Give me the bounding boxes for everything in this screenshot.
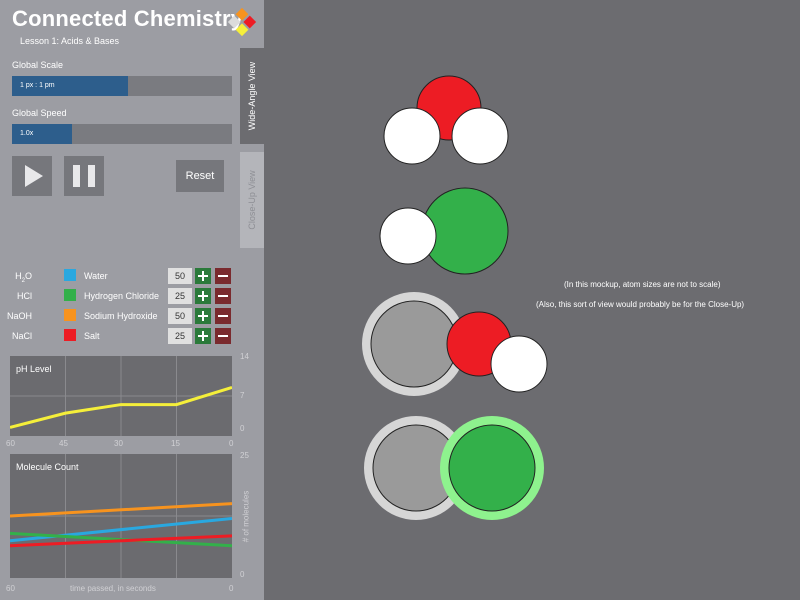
- water-count-field[interactable]: 50: [168, 268, 192, 284]
- mockup-note-2: (Also, this sort of view would probably …: [536, 300, 745, 309]
- ph-chart-title: pH Level: [16, 364, 52, 374]
- molecule-row-hydrogen-chloride: HCl Hydrogen Chloride 25: [0, 287, 240, 305]
- molecule-diagram: [362, 75, 548, 520]
- molecule-count-plot: [10, 454, 232, 578]
- global-speed-value: 1.0x: [20, 130, 34, 137]
- molecule-name: Sodium Hydroxide: [84, 311, 158, 321]
- series-line-0: [10, 502, 232, 518]
- molecule-formula: HCl: [17, 291, 32, 301]
- tab-close-up-view[interactable]: Close-Up View: [240, 152, 264, 248]
- ph-y-tick: 0: [240, 424, 245, 433]
- molecule-name: Hydrogen Chloride: [84, 291, 160, 301]
- global-speed-label: Global Speed: [12, 108, 67, 118]
- molecule-formula: NaCl: [11, 331, 32, 341]
- play-icon: [25, 165, 43, 187]
- naoh-count-field[interactable]: 50: [168, 308, 192, 324]
- global-scale-label: Global Scale: [12, 60, 64, 70]
- molecule-name: Salt: [84, 331, 100, 341]
- hcl-color-swatch: [64, 289, 76, 301]
- logo-icon: [227, 7, 257, 37]
- app-title: Connected Chemistry: [12, 6, 244, 31]
- naoh-color-swatch: [64, 309, 76, 321]
- hydrogen-atom: [383, 107, 441, 165]
- control-panel: Connected Chemistry Lesson 1: Acids & Ba…: [0, 0, 264, 600]
- ph-x-tick: 60: [6, 439, 15, 448]
- count-y-axis-title: # of molecules: [241, 490, 251, 543]
- molecule-count-chart: Molecule Count: [10, 454, 232, 578]
- tab-label-wrap: Wide-Angle View: [240, 48, 264, 144]
- tab-close-up-label: Close-Up View: [247, 170, 257, 230]
- add-water-button[interactable]: [195, 268, 211, 284]
- series-line-0: [10, 385, 232, 429]
- remove-water-button[interactable]: [215, 268, 231, 284]
- tab-wide-angle-view[interactable]: Wide-Angle View: [240, 48, 264, 144]
- water-color-swatch: [64, 269, 76, 281]
- reset-button[interactable]: Reset: [176, 160, 224, 192]
- hydrogen-atom: [490, 335, 548, 393]
- series-line-3: [10, 534, 232, 548]
- tab-label-wrap: Close-Up View: [240, 152, 264, 248]
- hydrogen-chloride-molecule: [379, 187, 509, 275]
- ph-x-tick: 45: [59, 439, 68, 448]
- add-nacl-button[interactable]: [195, 328, 211, 344]
- sodium-hydroxide-molecule: [362, 292, 548, 396]
- count-x-axis-title: time passed, in seconds: [70, 584, 156, 593]
- hydrogen-atom: [451, 107, 509, 165]
- molecule-formula: NaOH: [6, 311, 32, 321]
- global-speed-slider[interactable]: 1.0x: [12, 124, 232, 144]
- remove-naoh-button[interactable]: [215, 308, 231, 324]
- ph-chart-plot: [10, 356, 232, 436]
- water-molecule: [383, 75, 509, 165]
- hydrogen-atom: [379, 207, 437, 265]
- molecule-row-water: H2O Water 50: [0, 267, 240, 285]
- series-line-1: [10, 516, 232, 543]
- play-button[interactable]: [12, 156, 52, 196]
- count-y-tick: 0: [240, 570, 245, 579]
- ph-x-tick: 0: [229, 439, 234, 448]
- molecule-count-title: Molecule Count: [16, 462, 79, 472]
- simulation-view: (In this mockup, atom sizes are not to s…: [264, 0, 800, 600]
- global-scale-value: 1 px : 1 pm: [20, 82, 55, 89]
- count-x-tick: 60: [6, 584, 15, 593]
- pause-icon: [73, 165, 95, 187]
- count-y-tick: 25: [240, 451, 249, 460]
- add-hcl-button[interactable]: [195, 288, 211, 304]
- sodium-atom: [370, 300, 458, 388]
- salt-molecule: [364, 416, 544, 520]
- nacl-color-swatch: [64, 329, 76, 341]
- add-naoh-button[interactable]: [195, 308, 211, 324]
- molecule-name: Water: [84, 271, 108, 281]
- mockup-note-1: (In this mockup, atom sizes are not to s…: [564, 280, 721, 289]
- count-x-tick: 0: [229, 584, 234, 593]
- tab-wide-angle-label: Wide-Angle View: [247, 61, 257, 131]
- pause-button[interactable]: [64, 156, 104, 196]
- lesson-subtitle: Lesson 1: Acids & Bases: [20, 36, 120, 46]
- ph-x-tick: 15: [171, 439, 180, 448]
- nacl-count-field[interactable]: 25: [168, 328, 192, 344]
- global-scale-slider[interactable]: 1 px : 1 pm: [12, 76, 232, 96]
- global-speed-fill: [12, 124, 72, 144]
- ph-y-tick: 14: [240, 352, 249, 361]
- molecule-formula: H2O: [15, 271, 32, 284]
- remove-hcl-button[interactable]: [215, 288, 231, 304]
- remove-nacl-button[interactable]: [215, 328, 231, 344]
- molecule-row-salt: NaCl Salt 25: [0, 327, 240, 345]
- global-scale-fill: [12, 76, 128, 96]
- chlorine-atom: [448, 424, 536, 512]
- ph-chart: pH Level: [10, 356, 232, 436]
- ph-y-tick: 7: [240, 391, 245, 400]
- ph-x-tick: 30: [114, 439, 123, 448]
- molecule-row-sodium-hydroxide: NaOH Sodium Hydroxide 50: [0, 307, 240, 325]
- hcl-count-field[interactable]: 25: [168, 288, 192, 304]
